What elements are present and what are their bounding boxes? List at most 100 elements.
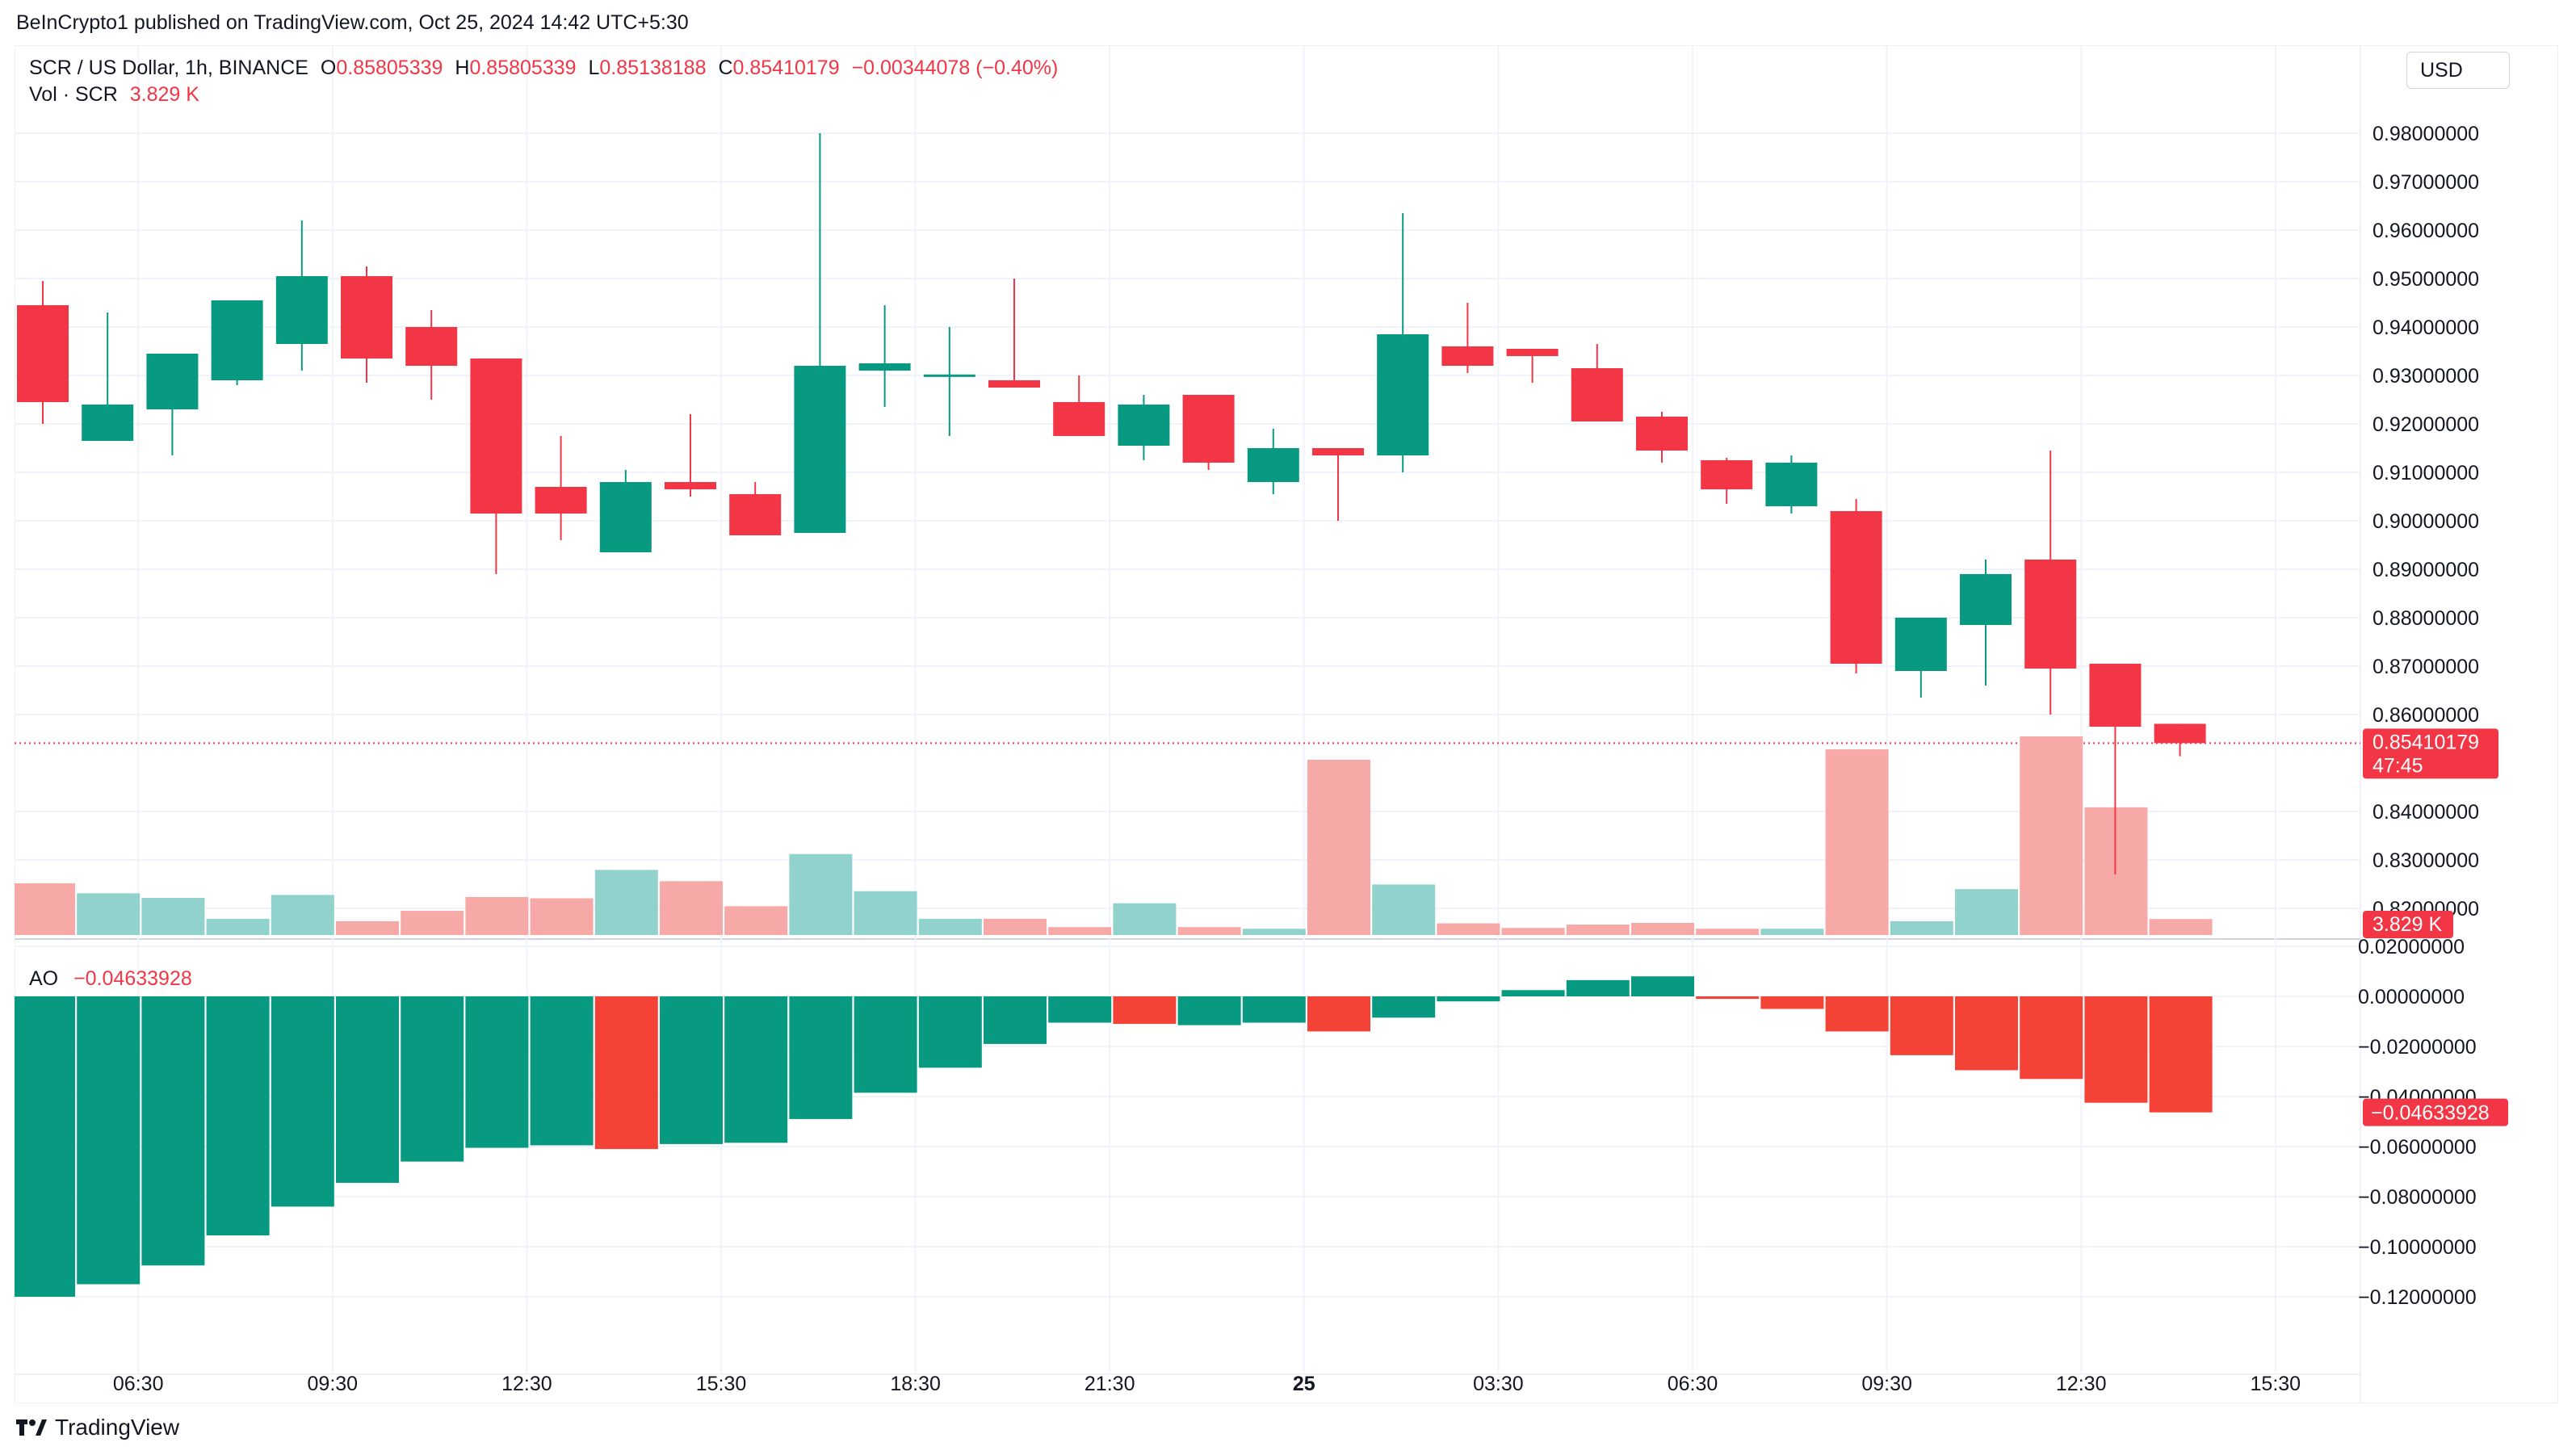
price-tick-label: 0.84000000 bbox=[2373, 801, 2479, 824]
time-tick-label: 06:30 bbox=[1668, 1373, 1718, 1395]
volume-bar bbox=[206, 918, 270, 935]
volume-legend: Vol · SCR 3.829 K bbox=[29, 83, 199, 107]
ao-bar bbox=[660, 996, 723, 1144]
volume-bars bbox=[12, 736, 2213, 935]
volume-value: 3.829 K bbox=[129, 83, 199, 106]
candle-body bbox=[2154, 723, 2206, 744]
ao-bar bbox=[1760, 996, 1824, 1009]
volume-tag bbox=[2363, 911, 2453, 938]
price-tick-label: 0.83000000 bbox=[2373, 849, 2479, 872]
ao-bar bbox=[271, 996, 334, 1207]
ao-bar bbox=[1631, 976, 1694, 996]
ao-bar bbox=[336, 996, 399, 1183]
axes: 0.98000000 0.97000000 0.96000000 0.95000000… bbox=[113, 123, 2479, 1395]
time-tick-label: 09:30 bbox=[1861, 1373, 1912, 1395]
open-value: 0.85805339 bbox=[336, 57, 443, 79]
ao-bar bbox=[1890, 996, 1953, 1055]
ao-bar bbox=[1566, 979, 1630, 996]
candle-body bbox=[1441, 346, 1494, 366]
candles bbox=[17, 133, 2206, 874]
chart-frame: 0.98000000 0.97000000 0.96000000 0.95000000… bbox=[12, 44, 2559, 1404]
high-key: H bbox=[455, 57, 470, 79]
volume-bar bbox=[724, 906, 788, 935]
ao-tag bbox=[2363, 1098, 2508, 1126]
volume-bar bbox=[141, 898, 205, 935]
ao-bar bbox=[724, 996, 788, 1143]
ao-bar bbox=[1501, 990, 1565, 996]
price-tick-label: 0.92000000 bbox=[2373, 413, 2479, 436]
price-tick-label: 0.88000000 bbox=[2373, 607, 2479, 630]
ao-tag-value: −0.04633928 bbox=[2371, 1102, 2490, 1125]
ao-bar bbox=[12, 996, 75, 1297]
ao-bar bbox=[1955, 996, 2018, 1071]
chart-canvas[interactable]: 0.98000000 0.97000000 0.96000000 0.95000000… bbox=[12, 44, 2559, 1404]
ao-bar bbox=[594, 996, 658, 1150]
candle-body bbox=[535, 487, 587, 514]
ao-tick-label: −0.10000000 bbox=[2358, 1236, 2477, 1259]
candle-body bbox=[1053, 402, 1105, 436]
candle-body bbox=[1118, 405, 1170, 446]
ao-bar bbox=[1825, 996, 1889, 1032]
candle-body bbox=[2024, 560, 2077, 669]
volume-bar bbox=[1307, 759, 1370, 935]
volume-bar bbox=[336, 920, 399, 935]
candle-body bbox=[275, 276, 328, 344]
ao-histogram bbox=[12, 976, 2213, 1297]
tradingview-logo-icon bbox=[16, 1419, 47, 1436]
ao-bar bbox=[401, 996, 464, 1162]
volume-tag-value: 3.829 K bbox=[2373, 913, 2443, 936]
volume-bar bbox=[918, 918, 982, 935]
ao-bar bbox=[1437, 996, 1500, 1002]
time-tick-label: 21:30 bbox=[1085, 1373, 1135, 1395]
ao-bar bbox=[984, 996, 1047, 1044]
volume-bar bbox=[1955, 889, 2018, 935]
high-value: 0.85805339 bbox=[469, 57, 577, 79]
ao-bar bbox=[854, 996, 917, 1093]
open-key: O bbox=[320, 57, 337, 79]
volume-bar bbox=[271, 895, 334, 935]
time-tick-label: 06:30 bbox=[113, 1373, 164, 1395]
candle-body bbox=[1571, 368, 1623, 421]
candle-body bbox=[794, 366, 846, 533]
tradingview-brand[interactable]: TradingView bbox=[16, 1415, 179, 1440]
volume-bar bbox=[1696, 929, 1760, 935]
volume-bar bbox=[1501, 928, 1565, 935]
ao-tick-label: −0.08000000 bbox=[2358, 1186, 2477, 1209]
ao-bar bbox=[789, 996, 853, 1119]
ao-tick-label: 0.02000000 bbox=[2358, 936, 2465, 958]
close-key: C bbox=[718, 57, 733, 79]
volume-bar bbox=[12, 883, 75, 935]
brand-name: TradingView bbox=[55, 1415, 180, 1440]
price-tick-label: 0.98000000 bbox=[2373, 123, 2479, 145]
volume-bar bbox=[1177, 927, 1241, 935]
ao-bar bbox=[206, 996, 270, 1236]
currency-selector[interactable]: USD bbox=[2406, 52, 2510, 89]
last-price-countdown: 47:45 bbox=[2373, 754, 2423, 777]
symbol-legend: SCR / US Dollar, 1h, BINANCE O0.85805339… bbox=[29, 57, 1058, 80]
candle-body bbox=[1830, 511, 1882, 664]
volume-bar bbox=[530, 898, 594, 935]
price-tick-label: 0.95000000 bbox=[2373, 268, 2479, 291]
volume-bar bbox=[1890, 920, 1953, 935]
price-tick-label: 0.91000000 bbox=[2373, 462, 2479, 484]
ao-bar bbox=[1048, 996, 1112, 1023]
volume-bar bbox=[594, 870, 658, 935]
volume-bar bbox=[1566, 925, 1630, 935]
candle-body bbox=[1960, 574, 2012, 625]
close-value: 0.85410179 bbox=[732, 57, 840, 79]
candle-body bbox=[1701, 460, 1753, 489]
price-tick-label: 0.87000000 bbox=[2373, 656, 2479, 678]
candle-body bbox=[17, 305, 69, 402]
time-tick-label: 15:30 bbox=[696, 1373, 747, 1395]
volume-bar bbox=[789, 853, 853, 935]
price-tick-label: 0.96000000 bbox=[2373, 220, 2479, 242]
candle-body bbox=[146, 354, 199, 409]
candle-body bbox=[405, 327, 458, 366]
volume-bar bbox=[77, 893, 141, 935]
price-tick-label: 0.97000000 bbox=[2373, 171, 2479, 194]
candle-body bbox=[470, 359, 522, 514]
volume-bar bbox=[1437, 923, 1500, 935]
candle-body bbox=[1506, 349, 1559, 356]
change-value: −0.00344078 (−0.40%) bbox=[851, 57, 1059, 79]
candle-body bbox=[1377, 334, 1429, 455]
